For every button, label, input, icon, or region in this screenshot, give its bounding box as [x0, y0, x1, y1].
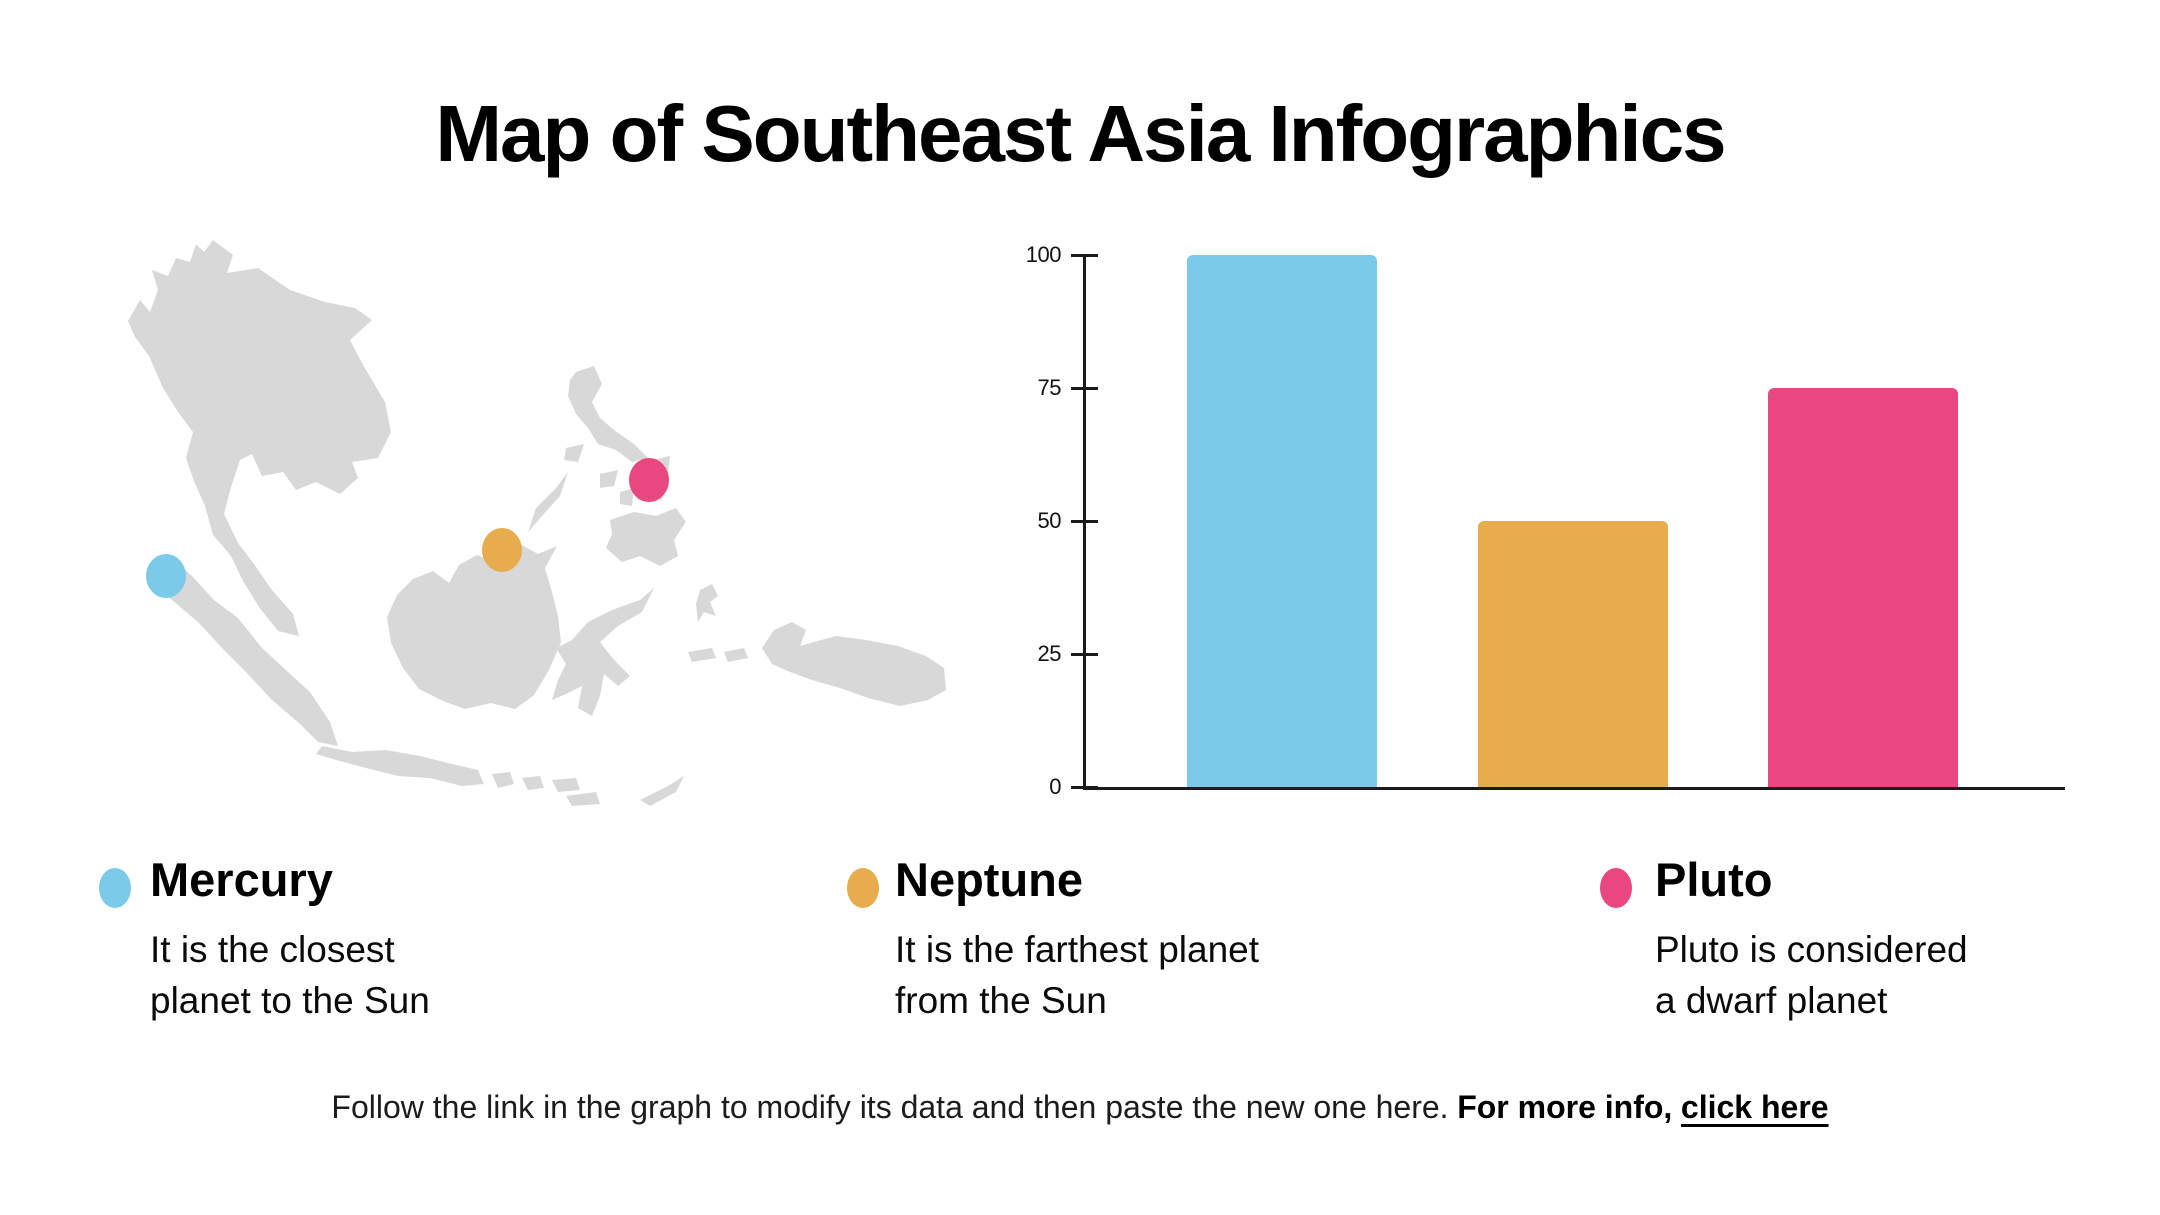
- landmass-timor: [566, 776, 684, 806]
- landmass-sumatra: [148, 558, 338, 746]
- landmass-indochina: [128, 240, 391, 636]
- footer-bold-text: For more info,: [1457, 1089, 1673, 1125]
- footer-note: Follow the link in the graph to modify i…: [0, 1086, 2160, 1128]
- legend-item-neptune: Neptune It is the farthest planet from t…: [847, 852, 1259, 1026]
- map-markers: [146, 458, 669, 598]
- landmass-new-guinea: [762, 622, 946, 706]
- bar-chart[interactable]: 0 25 50 75 100: [1026, 242, 2065, 799]
- tick-mark-100: [1071, 253, 1098, 257]
- landmass-lesser-sundas: [492, 772, 580, 792]
- click-here-link[interactable]: click here: [1680, 1089, 1829, 1125]
- tick-mark-75: [1071, 386, 1098, 390]
- landmass-luzon: [568, 366, 648, 462]
- legend-name-neptune: Neptune: [895, 853, 1083, 906]
- tick-label-50: 50: [1037, 508, 1062, 533]
- landmass-palawan: [528, 444, 584, 532]
- pluto-dot-icon: [1600, 868, 1632, 908]
- tick-label-75: 75: [1037, 375, 1062, 400]
- bar-neptune: [1477, 521, 1668, 787]
- neptune-dot-icon: [847, 868, 879, 908]
- bar-mercury: [1187, 255, 1377, 787]
- map-svg: [128, 240, 946, 806]
- tick-mark-0: [1071, 785, 1098, 789]
- legend-desc-pluto: Pluto is considered a dwarf planet: [1655, 929, 1968, 1021]
- map-marker-mercury: [146, 554, 186, 598]
- legend-name-pluto: Pluto: [1655, 853, 1773, 906]
- legend-desc-neptune: It is the farthest planet from the Sun: [895, 929, 1260, 1021]
- southeast-asia-map: [95, 225, 955, 825]
- tick-label-100: 100: [1025, 242, 1062, 267]
- tick-label-25: 25: [1037, 641, 1062, 666]
- map-marker-pluto: [629, 458, 669, 502]
- legend-desc-mercury: It is the closest planet to the Sun: [150, 929, 430, 1021]
- landmass-sulawesi: [552, 588, 654, 716]
- page-title: Map of Southeast Asia Infographics: [435, 89, 1726, 178]
- mercury-dot-icon: [99, 868, 131, 908]
- landmass-java: [316, 746, 484, 786]
- bar-pluto: [1768, 388, 1958, 787]
- tick-mark-50: [1071, 519, 1098, 523]
- landmass-mindanao: [606, 508, 686, 566]
- legend-item-pluto: Pluto Pluto is considered a dwarf planet: [1600, 852, 1968, 1026]
- tick-mark-25: [1071, 652, 1098, 656]
- tick-label-0: 0: [1049, 774, 1061, 799]
- legend-item-mercury: Mercury It is the closest planet to the …: [99, 852, 430, 1026]
- landmass-maluku: [688, 584, 748, 662]
- map-landmasses: [128, 240, 946, 806]
- map-marker-neptune: [482, 528, 522, 572]
- landmass-borneo: [387, 544, 561, 709]
- x-axis: [1083, 787, 2065, 790]
- footer-text: Follow the link in the graph to modify i…: [331, 1089, 1449, 1125]
- legend-name-mercury: Mercury: [150, 853, 333, 906]
